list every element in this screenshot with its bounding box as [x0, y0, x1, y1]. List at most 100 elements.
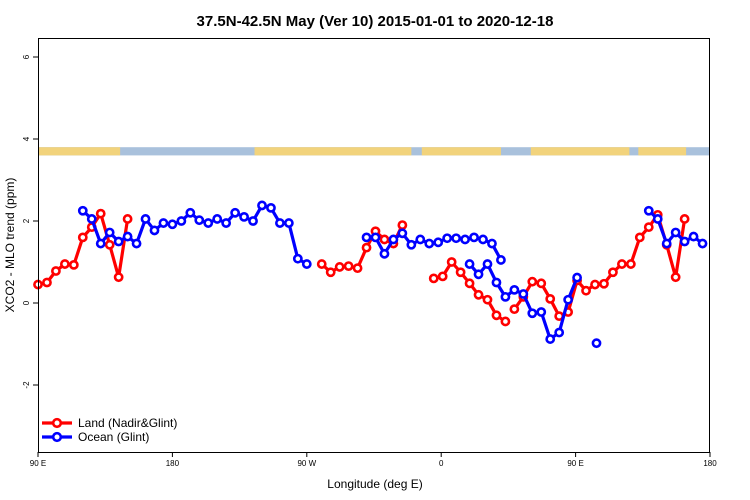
data-point — [158, 218, 169, 228]
data-point — [140, 214, 151, 224]
data-point — [388, 234, 399, 245]
data-point — [591, 338, 602, 349]
data-point — [167, 219, 178, 230]
data-point — [487, 238, 497, 249]
data-point — [203, 218, 214, 228]
data-point — [361, 242, 372, 253]
data-point — [230, 207, 241, 218]
data-point — [379, 234, 390, 245]
data-point — [68, 259, 79, 270]
data-point — [451, 233, 462, 244]
data-point — [661, 238, 672, 249]
land-band-0 — [38, 147, 121, 156]
data-point — [42, 277, 52, 288]
data-point — [599, 278, 609, 289]
data-point — [95, 238, 106, 249]
x-tick-label: 0 — [439, 459, 444, 468]
land-ocean-strip — [38, 147, 710, 156]
data-point — [509, 284, 520, 295]
data-point — [482, 259, 493, 269]
data-point — [527, 276, 538, 287]
y-tick-label: 6 — [22, 54, 31, 59]
data-point — [496, 255, 506, 265]
data-point — [460, 234, 470, 245]
data-point — [473, 289, 484, 300]
series-1 — [77, 200, 708, 349]
data-point — [581, 285, 591, 296]
data-point — [379, 248, 390, 259]
data-point — [464, 259, 475, 269]
data-point — [652, 214, 663, 224]
x-tick-label: 90 E — [567, 459, 583, 468]
y-tick-label: 2 — [22, 218, 31, 223]
data-point — [257, 200, 267, 211]
data-point — [266, 202, 276, 213]
data-point — [473, 269, 484, 280]
x-tick-label: 180 — [703, 459, 717, 468]
data-point — [283, 218, 294, 228]
data-point — [185, 207, 196, 218]
data-point — [608, 267, 618, 278]
data-point — [545, 334, 556, 344]
data-point — [536, 278, 547, 289]
y-tick-label: 0 — [22, 300, 31, 305]
data-point — [455, 267, 466, 278]
data-point — [679, 236, 690, 247]
data-point — [424, 238, 435, 249]
legend-marker — [51, 417, 63, 429]
data-point — [643, 205, 654, 216]
data-point — [433, 237, 444, 248]
data-point — [104, 227, 115, 238]
data-point — [536, 307, 547, 317]
chart-title: 37.5N-42.5N May (Ver 10) 2015-01-01 to 2… — [197, 13, 554, 30]
data-point — [248, 216, 258, 226]
data-point — [77, 232, 88, 243]
data-point — [625, 259, 636, 269]
legend-label: Ocean (Glint) — [78, 430, 149, 444]
data-point — [122, 214, 133, 224]
data-point — [634, 232, 645, 243]
series-line — [320, 224, 404, 274]
data-point — [670, 272, 681, 283]
data-point — [212, 214, 223, 224]
data-point — [325, 267, 336, 278]
y-tick-label: -2 — [22, 381, 31, 389]
plot-frame — [38, 38, 710, 453]
data-point — [428, 273, 439, 284]
axes: 90 E 180 90 W 0 90 E 180 -2 0 2 4 6 — [22, 54, 717, 468]
data-point — [545, 293, 556, 304]
data-point — [397, 220, 408, 230]
data-point — [113, 236, 124, 247]
data-point — [563, 294, 574, 305]
data-point — [301, 259, 312, 269]
data-point — [616, 259, 627, 269]
legend-marker — [51, 431, 63, 443]
data-point — [590, 279, 600, 290]
x-tick-label: 180 — [166, 459, 180, 468]
x-axis-label: Longitude (deg E) — [327, 477, 422, 491]
data-point — [334, 262, 345, 272]
data-point — [643, 222, 654, 233]
data-point — [442, 233, 453, 244]
data-point — [697, 238, 708, 249]
data-point — [437, 271, 448, 282]
data-point — [554, 327, 565, 338]
data-point — [469, 232, 479, 243]
data-point — [679, 214, 690, 224]
data-point — [509, 304, 520, 315]
land-band-2 — [421, 147, 501, 156]
data-point — [446, 257, 457, 267]
data-point — [176, 216, 187, 226]
data-point — [464, 278, 475, 289]
data-point — [316, 259, 327, 269]
data-point — [415, 234, 426, 245]
y-axis-label: XCO2 - MLO trend (ppm) — [3, 178, 17, 313]
data-point — [104, 239, 115, 250]
data-point — [122, 231, 133, 242]
data-point — [352, 263, 363, 274]
data-point — [397, 228, 408, 239]
data-point — [194, 215, 205, 226]
data-point — [275, 218, 285, 228]
